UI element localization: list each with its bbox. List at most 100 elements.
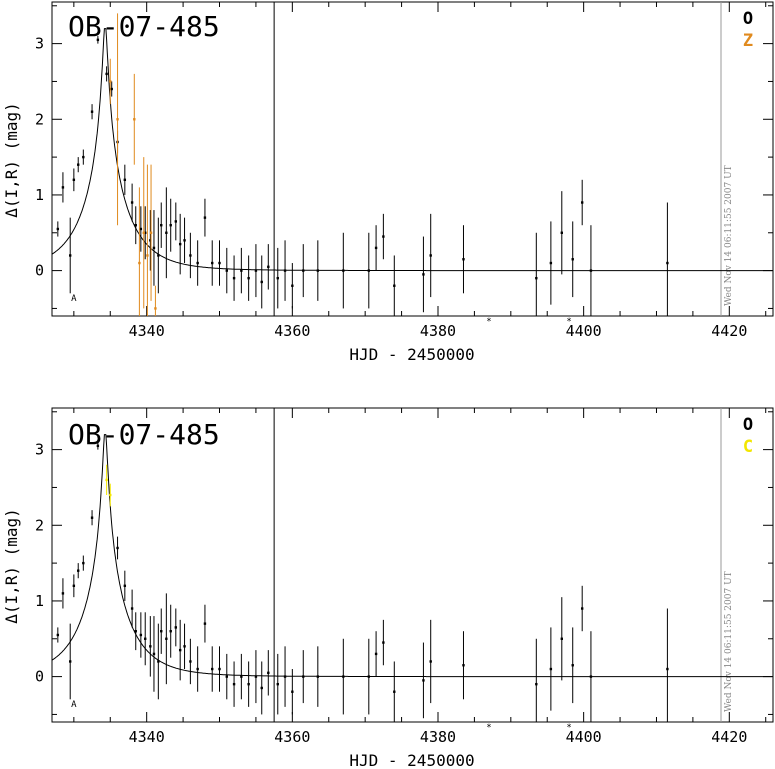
data-point-o — [374, 246, 378, 250]
x-tick-label: 4380 — [420, 728, 456, 746]
data-point-o — [462, 258, 465, 261]
data-point-o — [291, 284, 294, 287]
x-tick-label: 4400 — [566, 322, 602, 340]
timestamp-label: Wed Nov 14 06:11:55 2007 UT — [724, 571, 734, 712]
y-tick-label: 0 — [35, 262, 44, 280]
data-point-o — [183, 239, 186, 242]
data-point-o — [61, 592, 65, 595]
data-point-o — [666, 261, 669, 265]
data-point-o — [203, 622, 207, 625]
data-point-o — [116, 546, 119, 550]
data-point-o — [90, 516, 94, 519]
data-point-o — [157, 660, 160, 663]
data-point-o — [254, 269, 258, 272]
data-point-o — [560, 637, 563, 640]
data-point-o — [549, 261, 553, 265]
x-tick-label: 4420 — [711, 322, 747, 340]
data-point-o — [152, 652, 156, 656]
y-tick-label: 2 — [35, 516, 44, 534]
data-point-o — [189, 660, 192, 663]
marker-label: A — [71, 700, 77, 710]
y-tick-label: 1 — [35, 592, 44, 610]
data-point-o — [429, 660, 432, 663]
data-point-o — [105, 72, 108, 76]
x-tick-label: 4420 — [711, 728, 747, 746]
bottom-light-curve-panel: OB-07-485 HJD - 2450000 Δ(I,R) (mag) Wed… — [2, 407, 774, 769]
data-point-o — [276, 682, 279, 686]
data-point-o — [535, 276, 538, 280]
data-point-o — [571, 664, 574, 667]
model-curve — [51, 27, 773, 272]
data-point-o — [247, 276, 250, 280]
data-point-o — [56, 227, 60, 231]
data-point-o — [666, 667, 669, 671]
data-point-o — [291, 690, 294, 693]
data-point-o — [96, 38, 100, 42]
data-point-z — [109, 80, 112, 83]
data-marks: 4340 4360 4380 4400 4420 0 1 2 3 A * * — [35, 408, 773, 746]
data-point-o — [82, 155, 85, 159]
y-tick-label: 1 — [35, 186, 44, 204]
x-tick-label: 4340 — [129, 322, 165, 340]
data-point-o — [149, 645, 152, 648]
data-point-z — [149, 231, 153, 234]
data-point-o — [82, 561, 85, 565]
data-point-o — [183, 645, 186, 648]
x-tick-label: 4400 — [566, 728, 602, 746]
y-axis-label: Δ(I,R) (mag) — [2, 508, 21, 624]
data-point-o — [110, 87, 113, 91]
x-tick-label: 4340 — [129, 728, 165, 746]
data-point-o — [535, 682, 538, 686]
data-point-o — [69, 660, 72, 663]
legend-entry-o: O — [743, 415, 753, 435]
data-point-o — [247, 682, 250, 686]
data-point-o — [169, 630, 172, 633]
data-point-o — [283, 675, 287, 678]
plot-frame — [51, 407, 774, 723]
data-point-o — [56, 633, 60, 637]
data-point-o — [90, 110, 94, 113]
data-point-o — [267, 265, 270, 269]
data-point-o — [196, 261, 199, 265]
data-point-o — [374, 652, 378, 656]
y-axis-label: Δ(I,R) (mag) — [2, 102, 21, 218]
data-point-o — [283, 269, 287, 272]
legend-entry-o: O — [743, 9, 753, 29]
data-point-o — [218, 667, 221, 671]
legend-entry-c: C — [743, 437, 753, 457]
data-point-o — [123, 178, 127, 182]
data-point-o — [196, 667, 199, 671]
data-point-o — [77, 569, 80, 572]
plot-frame — [51, 1, 774, 317]
data-point-o — [211, 667, 214, 671]
data-point-o — [342, 269, 345, 272]
data-point-o — [165, 231, 168, 234]
data-point-o — [211, 261, 214, 265]
data-point-o — [260, 280, 263, 284]
data-point-o — [382, 641, 385, 644]
x-axis-label: HJD - 2450000 — [349, 751, 474, 769]
data-point-o — [589, 675, 593, 678]
data-point-o — [149, 239, 152, 242]
data-point-o — [302, 269, 305, 272]
data-point-z — [138, 261, 141, 265]
data-point-o — [165, 637, 168, 640]
data-point-o — [393, 284, 396, 287]
data-point-o — [422, 679, 425, 682]
data-point-o — [240, 269, 243, 272]
marker-label: * — [486, 723, 491, 733]
data-point-o — [139, 227, 143, 231]
data-point-o — [130, 201, 134, 204]
data-point-o — [342, 675, 345, 678]
legend-entry-z: Z — [743, 31, 753, 51]
data-point-o — [316, 675, 320, 678]
data-point-o — [218, 261, 221, 265]
chart-title: OB-07-485 — [68, 418, 220, 451]
marker-label: * — [486, 317, 491, 327]
data-point-o — [549, 667, 553, 671]
data-point-o — [225, 675, 228, 678]
data-marks: 4340 4360 4380 4400 4420 0 1 2 3 A * * — [35, 2, 773, 340]
data-point-o — [232, 276, 236, 280]
data-point-o — [157, 254, 160, 257]
